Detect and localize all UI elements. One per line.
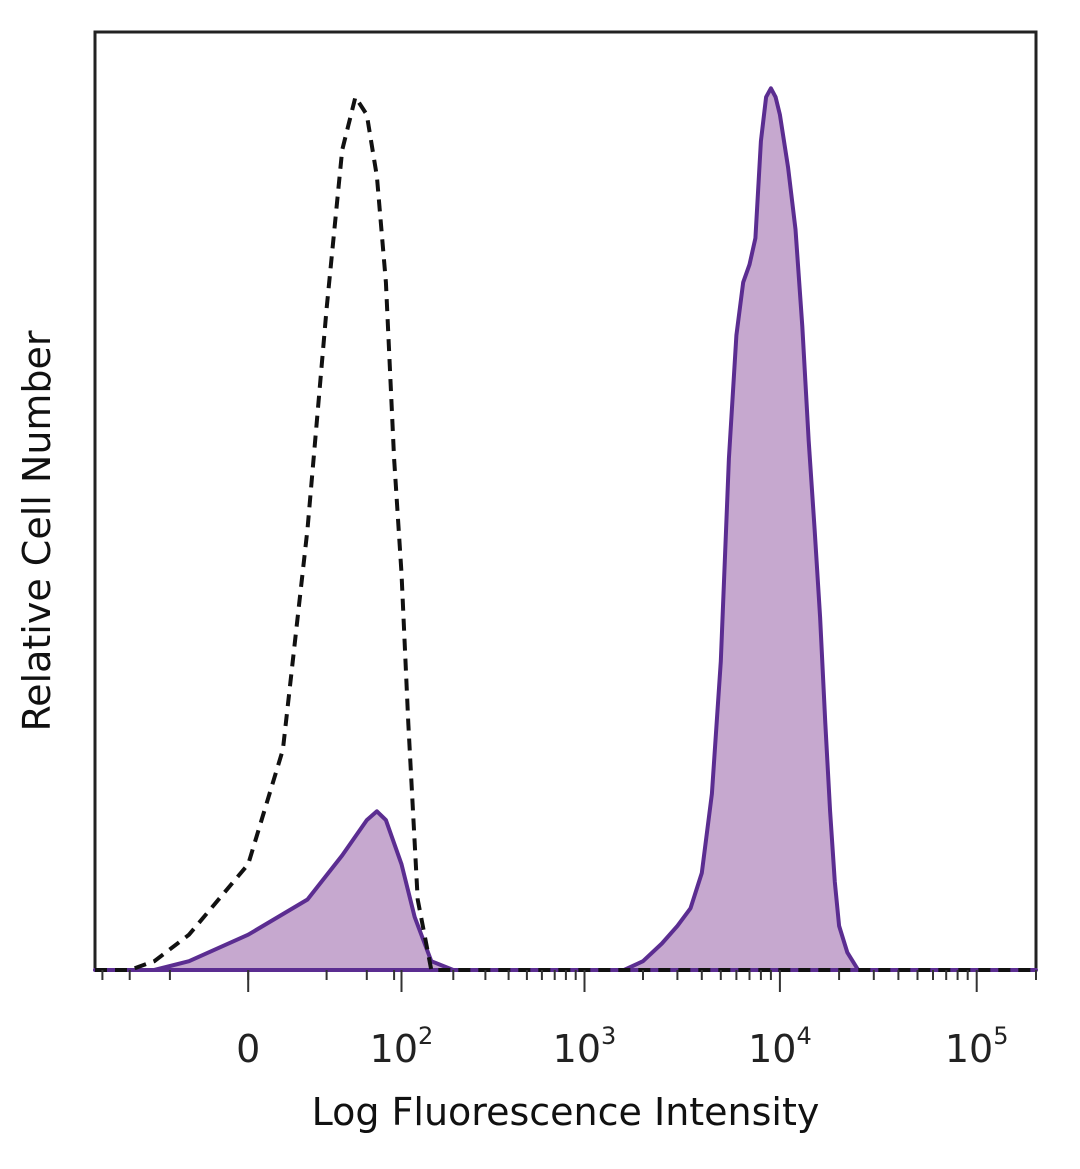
x-axis-title: Log Fluorescence Intensity bbox=[312, 1090, 820, 1134]
x-tick-label-exponent: 4 bbox=[796, 1022, 811, 1050]
x-tick-label: 104 bbox=[748, 1022, 812, 1071]
x-tick-label-base: 10 bbox=[945, 1027, 993, 1071]
series-control-curve bbox=[95, 92, 1036, 972]
x-tick-label-base: 0 bbox=[236, 1027, 260, 1071]
series-layer bbox=[93, 86, 1038, 972]
x-tick-label: 102 bbox=[370, 1022, 434, 1071]
x-axis-ticks: 0 102 103 104 105 bbox=[101, 970, 1037, 1071]
x-tick-label-exponent: 3 bbox=[601, 1022, 616, 1050]
x-tick-label-exponent: 5 bbox=[993, 1022, 1008, 1050]
x-tick-label-base: 10 bbox=[748, 1027, 796, 1071]
x-tick-label: 105 bbox=[945, 1022, 1009, 1071]
x-tick-label-base: 10 bbox=[370, 1027, 418, 1071]
series-stained-curve bbox=[93, 86, 1038, 972]
x-tick-label: 0 bbox=[236, 1027, 260, 1071]
x-tick-label-base: 10 bbox=[553, 1027, 601, 1071]
x-tick-label-exponent: 2 bbox=[418, 1022, 433, 1050]
y-axis-title: Relative Cell Number bbox=[15, 330, 59, 731]
plot-frame bbox=[93, 30, 1038, 972]
x-tick-label: 103 bbox=[553, 1022, 617, 1071]
